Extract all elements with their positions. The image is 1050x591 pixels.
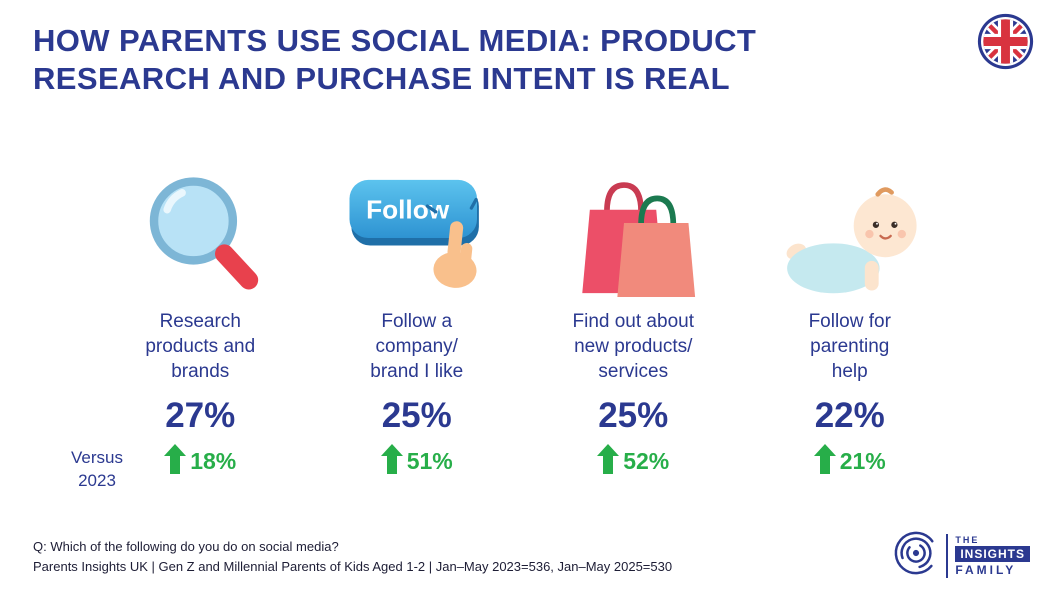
follow-button-label: Follow (366, 194, 450, 224)
stat-label: Follow for parenting help (808, 311, 891, 383)
stat-value: 27% (165, 396, 236, 436)
shopping-bags-icon (569, 145, 697, 303)
uk-flag-icon (977, 13, 1034, 70)
insights-family-logo-icon (893, 530, 939, 581)
stat-label: Follow a company/ brand I like (370, 311, 464, 383)
logo-divider (946, 533, 949, 578)
stat-change-value: 52% (623, 448, 670, 475)
up-arrow-icon (597, 444, 620, 479)
stat-change: 52% (597, 444, 669, 479)
stat-label: Research products and brands (145, 311, 256, 383)
stat-value: 22% (814, 396, 885, 436)
stat-change-value: 18% (190, 448, 237, 475)
stat-column-follow-brand: Follow Follow a company/ brand I like 25… (309, 145, 526, 479)
stat-change: 21% (813, 444, 886, 479)
stat-label: Find out about new products/ services (572, 311, 694, 383)
up-arrow-icon (380, 444, 403, 479)
stat-column-research: Research products and brands 27% 18% (92, 145, 309, 479)
footnote: Q: Which of the following do you do on s… (33, 537, 672, 577)
up-arrow-icon (813, 444, 836, 479)
stats-row: Research products and brands 27% 18% (92, 145, 958, 479)
logo-family: FAMILY (955, 562, 1017, 577)
insights-family-logo: THE INSIGHTS FAMILY (893, 530, 1030, 581)
stat-change: 18% (164, 444, 236, 479)
stat-column-new-products: Find out about new products/ services 25… (525, 145, 742, 479)
logo-the: THE (955, 534, 980, 545)
logo-text: THE INSIGHTS FAMILY (955, 535, 1030, 577)
footnote-source: Parents Insights UK | Gen Z and Millenni… (33, 559, 673, 575)
page-title: HOW PARENTS USE SOCIAL MEDIA: PRODUCT RE… (33, 23, 757, 97)
stat-change: 51% (380, 444, 453, 479)
footnote-question: Q: Which of the following do you do on s… (33, 539, 339, 554)
stat-change-value: 51% (406, 448, 453, 475)
stat-value: 25% (598, 396, 669, 436)
magnifying-glass-icon (139, 145, 261, 303)
stat-change-value: 21% (839, 448, 886, 475)
up-arrow-icon (164, 444, 187, 479)
stat-value: 25% (381, 396, 452, 436)
versus-2023-label: Versus 2023 (71, 448, 123, 490)
logo-insights: INSIGHTS (955, 545, 1030, 562)
baby-icon (776, 145, 924, 303)
follow-button-icon: Follow (342, 145, 492, 303)
stat-column-parenting-help: Follow for parenting help 22% 21% (742, 145, 959, 479)
